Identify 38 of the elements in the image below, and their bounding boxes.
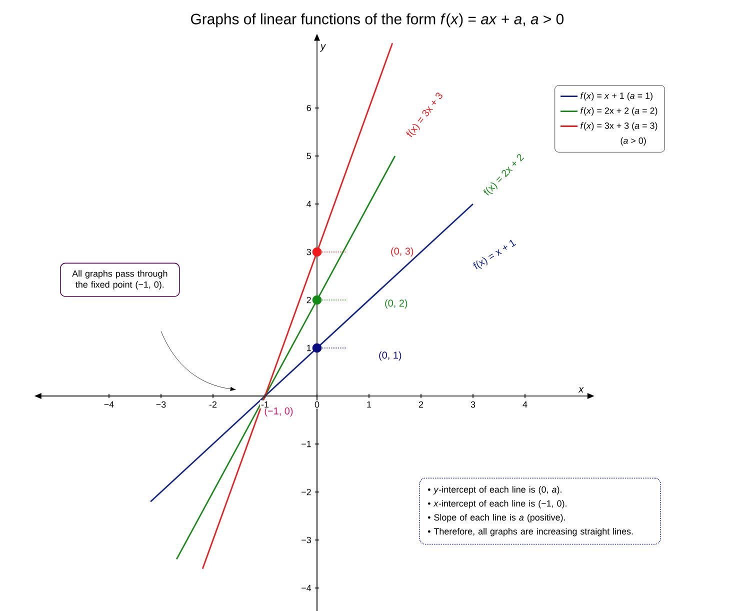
x-tick-label: −4 — [104, 401, 114, 408]
y-tick-label: 6 — [306, 104, 311, 112]
text: (a > 0) — [620, 137, 646, 146]
y-tick-label: −4 — [302, 584, 312, 592]
annotation: • x-intercept of each line is (−1, 0). — [428, 500, 566, 508]
y-tick-label: 2 — [306, 296, 311, 304]
annotation: f(x) = x + 1 — [473, 240, 516, 270]
x-tick-label: 4 — [522, 401, 528, 408]
y-tick-label: 1 — [307, 344, 311, 352]
legend-label: f(x) = 2x + 2 (a = 2) — [580, 107, 658, 116]
annotation: (0, 1) — [379, 351, 402, 361]
y-tick-label: −2 — [302, 488, 311, 496]
annotation: • Slope of each line is a (positive). — [428, 514, 565, 522]
x-tick-label: 0 — [314, 401, 320, 408]
annotation: (−1, 0) — [264, 407, 293, 416]
y-axis-title: y — [320, 44, 326, 52]
y-tick-label: 4 — [306, 200, 312, 208]
x-tick-label: 3 — [470, 401, 476, 408]
legend-label: f(x) = x + 1 (a = 1) — [580, 92, 652, 101]
x-tick-label: 1 — [367, 401, 372, 408]
x-tick-label: -1 — [261, 401, 269, 408]
legend-label: f(x) = 3x + 3 (a = 3) — [580, 122, 658, 131]
y-tick-label: −3 — [302, 536, 311, 544]
annotation: (0, 2) — [385, 299, 408, 309]
x-tick-label: −3 — [156, 401, 166, 408]
annotation: f(x) = 2x + 2 — [484, 154, 524, 196]
annotation: (0, 3) — [391, 247, 414, 257]
x-axis-title: x — [578, 387, 584, 392]
y-tick-label: −1 — [302, 440, 311, 448]
annotation: • Therefore, all graphs are increasing straight lines. — [428, 528, 633, 536]
y-tick-label: 3 — [306, 248, 311, 256]
x-tick-label: -2 — [209, 401, 217, 408]
y-tick-label: 5 — [306, 152, 311, 160]
annotation: All graphs pass through the fixed point (−1, 0). — [72, 270, 168, 290]
annotation: • y-intercept of each line is (0, a). — [428, 486, 562, 494]
annotation: f(x) = 3x + 3 — [406, 92, 442, 138]
chart-title: Graphs of linear functions of the form f(x) = ax + a, a > 0 — [191, 13, 564, 28]
x-tick-label: 2 — [418, 401, 424, 408]
